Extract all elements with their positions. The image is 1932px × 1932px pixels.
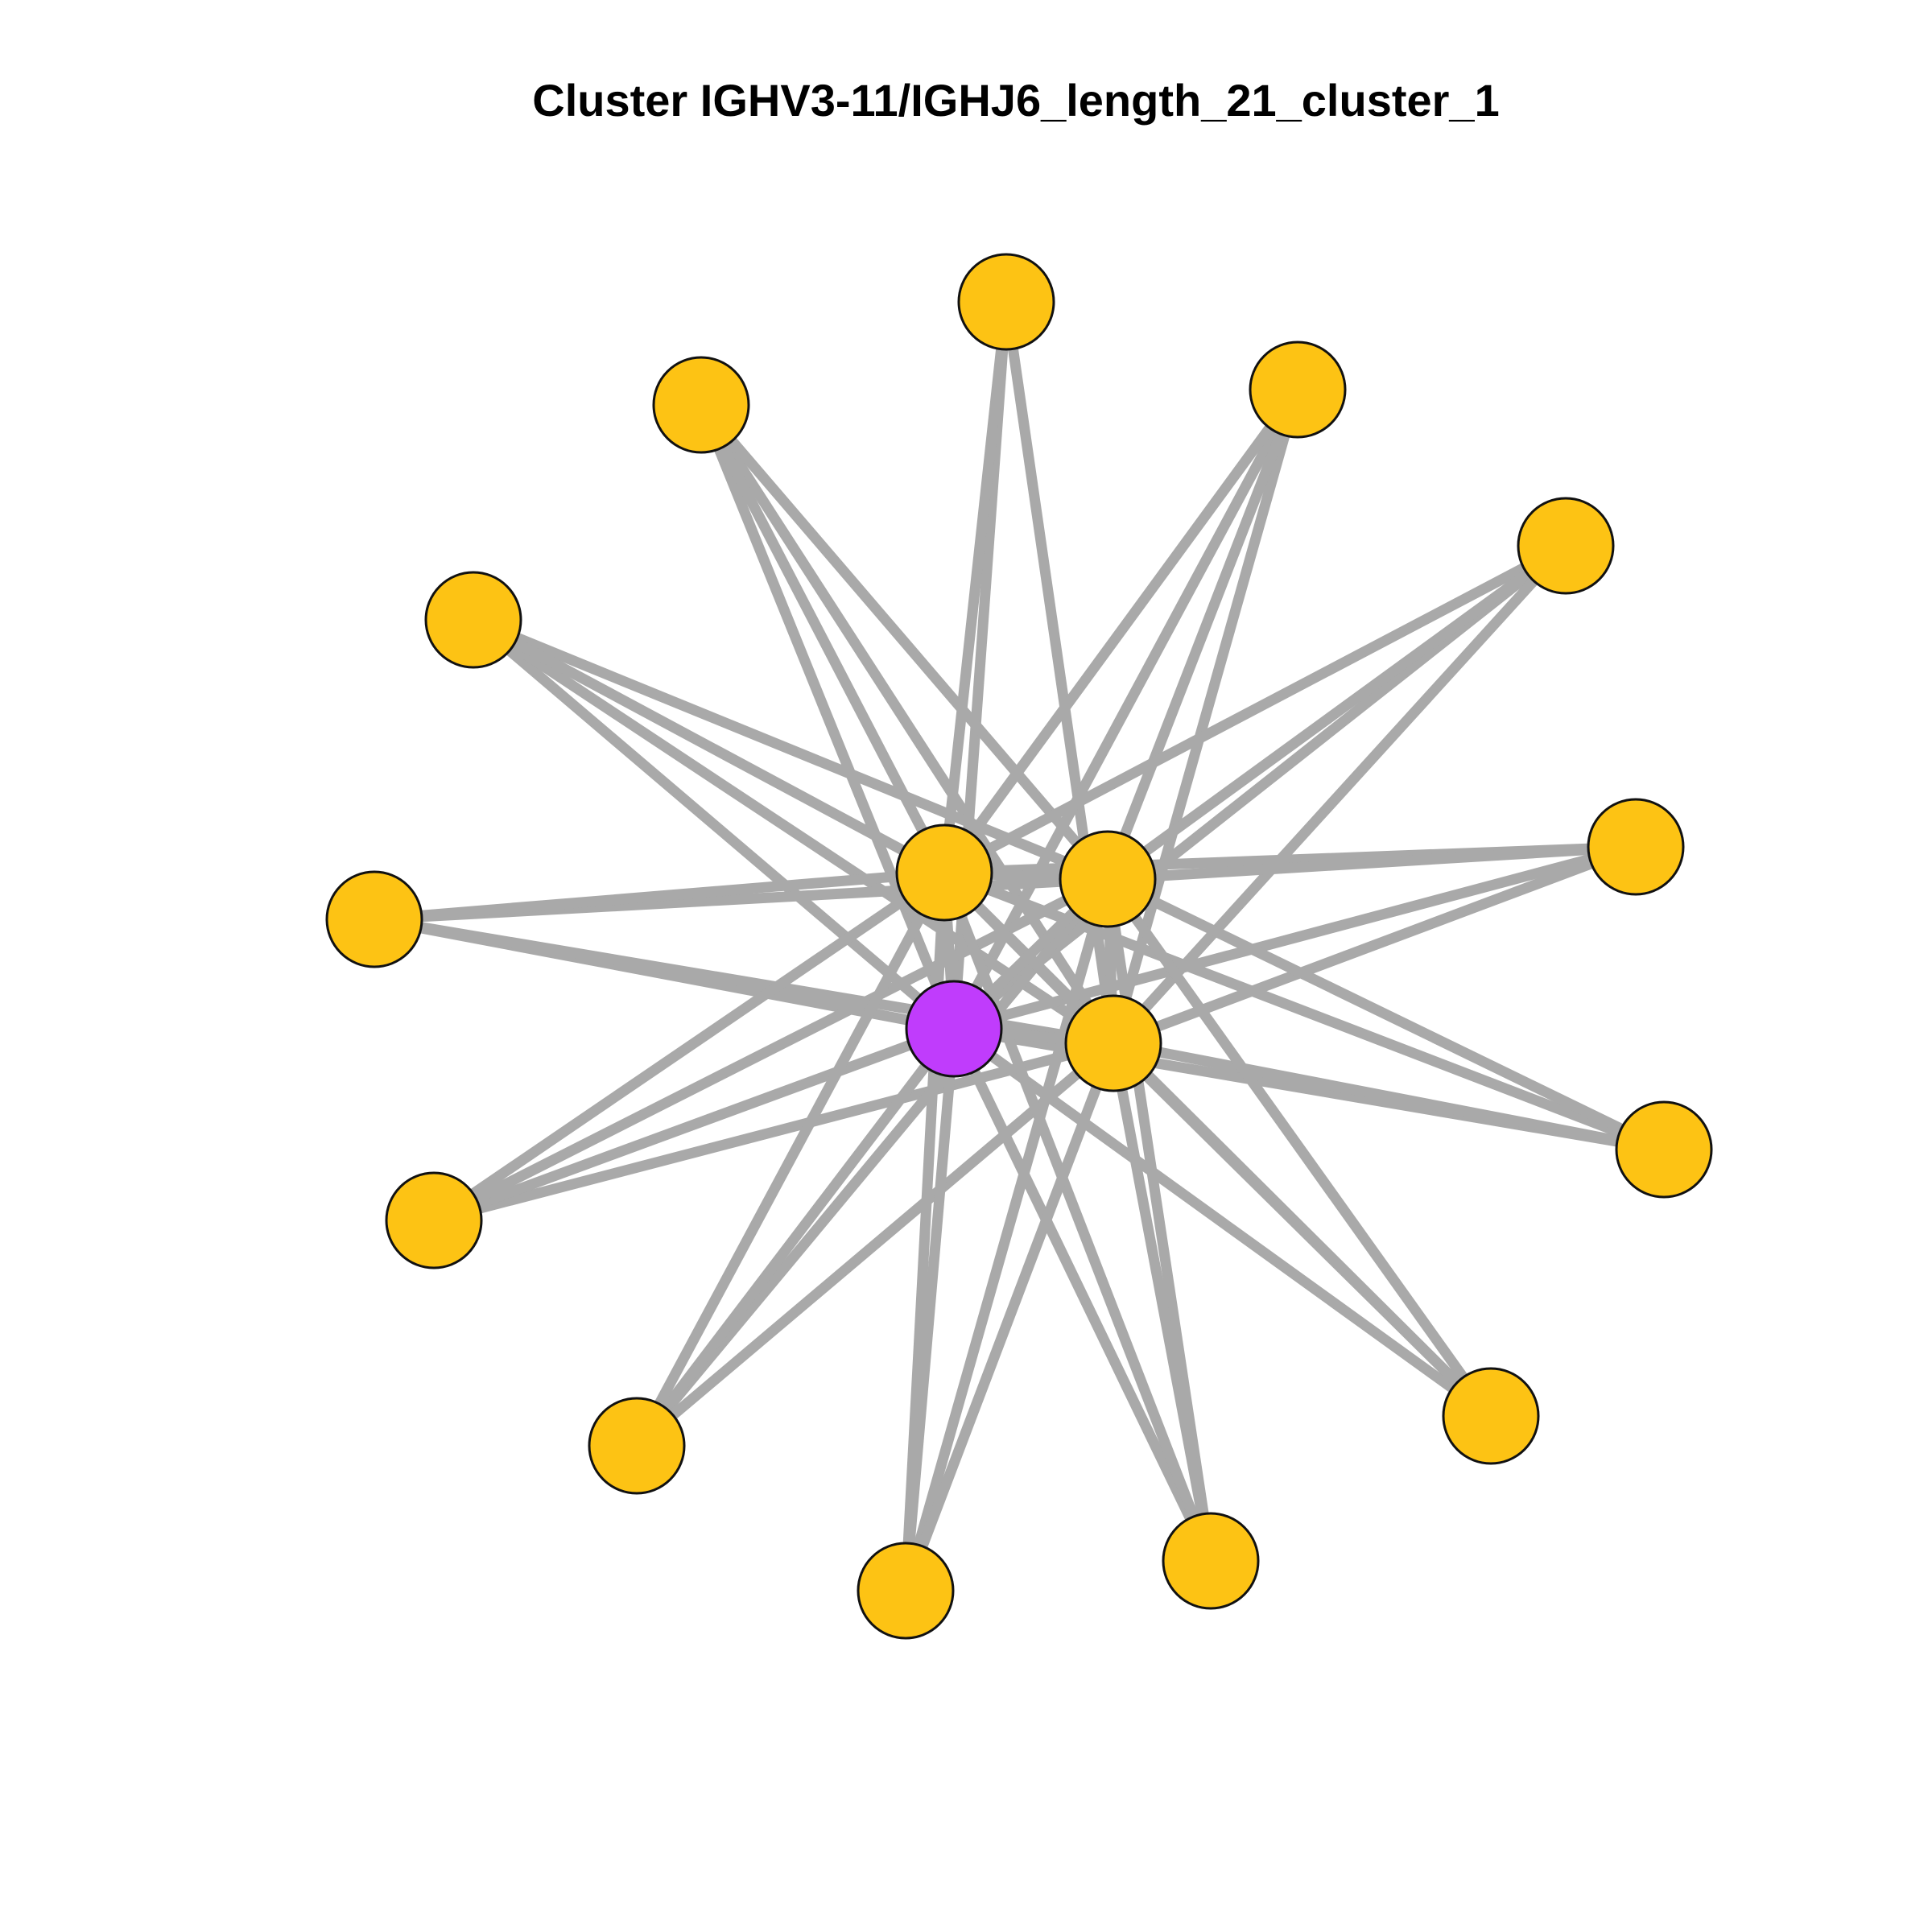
edge-n-left-lower-n-inner-left <box>431 868 947 1225</box>
node-upper-left <box>652 356 750 454</box>
edge-n-left-n-inner-left <box>374 867 945 925</box>
node-right-upper <box>1517 497 1615 595</box>
edge-n-bottom-right-n-inner-left <box>939 870 1216 1563</box>
edge-n-upper-right-n-inner-right <box>1102 387 1303 881</box>
node-upper-right <box>1249 341 1347 439</box>
edge-n-left-upper-n-inner-right <box>471 614 1110 885</box>
edge-n-upper-right-n-inner-left <box>939 386 1302 876</box>
chart-title: Cluster IGHV3-11/IGHJ6_length_21_cluster… <box>532 75 1499 126</box>
edge-n-right-upper-n-inner-lower <box>1109 542 1570 1047</box>
edge-n-bottom-n-inner-lower <box>900 1041 1119 1593</box>
edge-n-top-n-inner-left <box>939 301 1012 873</box>
node-center <box>905 980 1003 1078</box>
edge-n-right-lower-n-inner-right <box>1105 874 1666 1154</box>
node-inner-lower <box>1064 994 1162 1092</box>
edge-n-left-lower-n-inner-lower <box>432 1038 1115 1226</box>
edge-n-lower-right-n-inner-lower <box>1109 1039 1495 1420</box>
edge-n-lower-left-n-center <box>632 1026 959 1449</box>
node-right-lower <box>1615 1100 1713 1199</box>
node-bottom <box>857 1542 955 1640</box>
edge-n-lower-right-n-inner-right <box>1103 876 1496 1419</box>
edge-n-bottom-right-n-center <box>949 1026 1216 1563</box>
node-lower-right <box>1442 1367 1540 1465</box>
edge-n-right-lower-n-inner-lower <box>1112 1038 1666 1155</box>
node-top <box>957 253 1055 351</box>
edge-n-upper-left-n-inner-right <box>697 401 1112 883</box>
node-lower-left <box>588 1397 686 1495</box>
edge-n-lower-left-n-inner-right <box>633 875 1112 1450</box>
node-bottom-right <box>1162 1512 1260 1610</box>
nodes-layer <box>325 253 1713 1640</box>
edge-n-left-lower-n-inner-right <box>431 874 1110 1225</box>
node-inner-right <box>1059 830 1157 928</box>
node-inner-left <box>895 824 993 922</box>
edges-layer <box>373 301 1666 1593</box>
edge-n-right-n-inner-right <box>1107 841 1637 885</box>
edge-n-left-upper-n-center <box>469 616 958 1033</box>
edge-n-bottom-right-n-inner-lower <box>1108 1042 1216 1563</box>
edge-n-right-upper-n-inner-left <box>941 541 1569 877</box>
node-left-lower <box>385 1171 483 1269</box>
node-right <box>1587 798 1685 896</box>
node-left <box>325 870 423 968</box>
edge-n-right-upper-n-inner-right <box>1104 541 1569 884</box>
edge-n-left-upper-n-inner-left <box>470 615 947 877</box>
edge-n-lower-left-n-inner-left <box>632 869 949 1449</box>
edge-n-left-lower-n-center <box>431 1023 956 1226</box>
node-left-upper <box>424 571 522 669</box>
